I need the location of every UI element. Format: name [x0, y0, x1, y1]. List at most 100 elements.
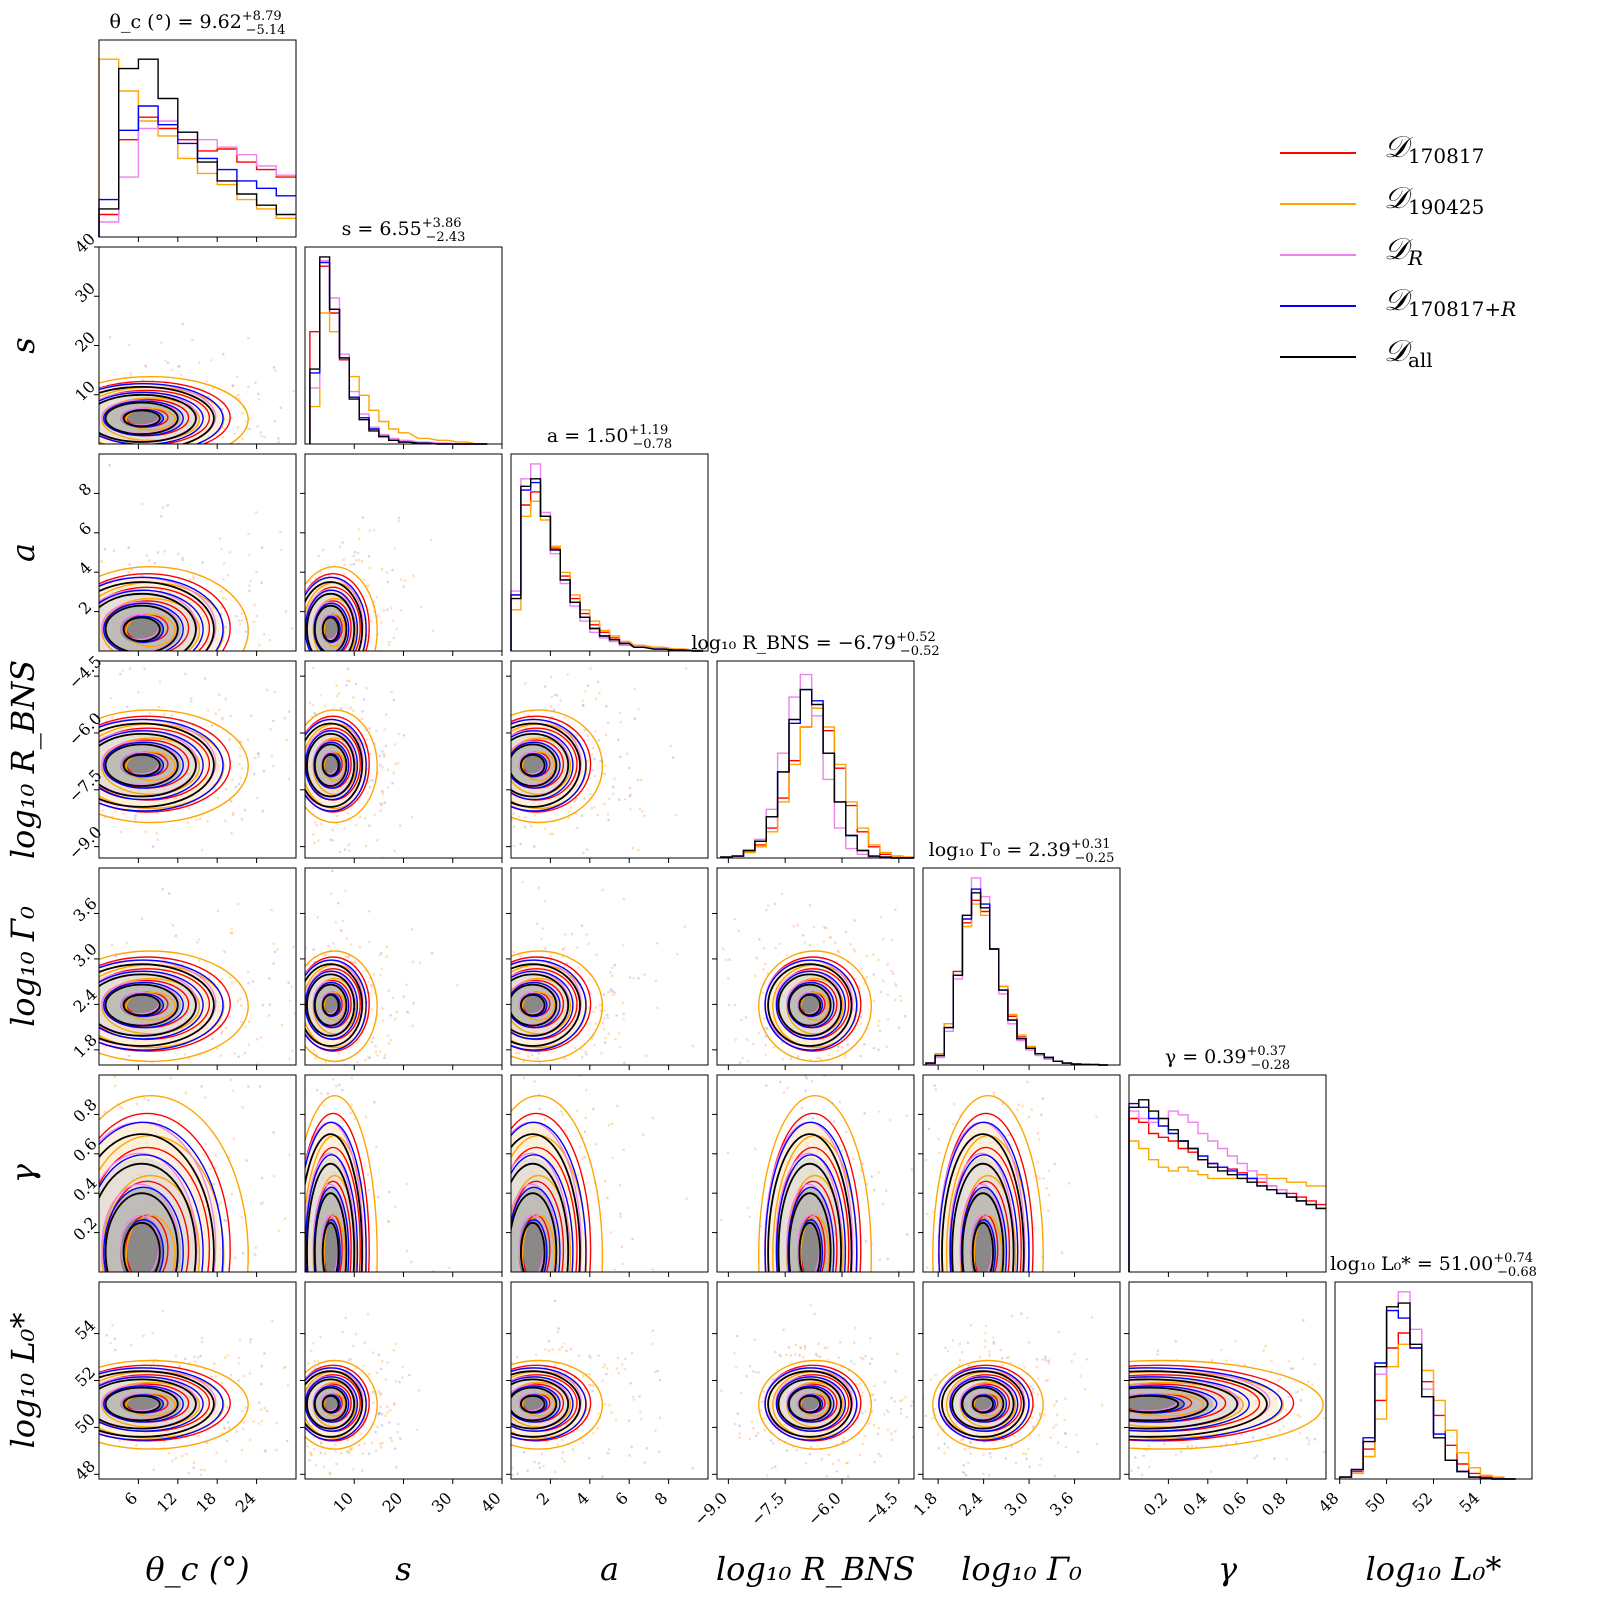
hist-gamma-D_170817	[1128, 1117, 1326, 1272]
y-tick-label-log10_L0-1: 50	[71, 1410, 99, 1438]
panel-frame	[98, 1074, 297, 1273]
x-tick-label-log10_Gamma_0-3: 3.6	[1046, 1488, 1077, 1519]
legend-label-d170817: 𝒟170817	[1384, 130, 1485, 168]
y-tick-label-gamma-1: 0.4	[69, 1174, 100, 1205]
y-tick-label-log10_Gamma_0-0: 1.8	[69, 1030, 100, 1061]
x-axis-label-s: s	[395, 1550, 411, 1588]
hist-log10_L0-D_R	[1339, 1291, 1516, 1480]
x-tick-label-gamma-2: 0.6	[1219, 1488, 1250, 1519]
x-tick-label-theta_c-3: 24	[232, 1488, 260, 1516]
x-tick-label-s-2: 30	[428, 1488, 456, 1516]
hist-s-D_170817	[309, 265, 488, 445]
x-tick-label-s-1: 20	[378, 1488, 406, 1516]
legend-item-d190425: 𝒟190425	[1280, 179, 1580, 230]
hist-s-D_R	[309, 259, 488, 445]
panel-log10_L0-hist	[1334, 1281, 1533, 1484]
title-s: s = 6.55+3.86 −2.43	[342, 216, 466, 245]
legend: 𝒟170817 𝒟190425 𝒟R 𝒟170817+R 𝒟all	[1280, 128, 1580, 383]
x-axis-label-log10_Gamma_0: log₁₀ Γ₀	[961, 1550, 1082, 1588]
x-tick-label-theta_c-2: 18	[192, 1488, 220, 1516]
y-axis-label-gamma: γ	[4, 1163, 42, 1183]
legend-label-d190425: 𝒟190425	[1384, 181, 1485, 219]
y-tick-label-log10_Gamma_0-2: 3.0	[69, 939, 100, 970]
panel-a-vs-log10_L0	[506, 1281, 709, 1484]
panel-theta_c-hist	[98, 39, 297, 242]
title-theta_c: θ_c (°) = 9.62+8.79 −5.14	[110, 9, 286, 38]
panel-frame	[510, 867, 709, 1066]
hist-s-D_170817+R	[309, 261, 488, 445]
x-axis-label-log10_L0: log₁₀ L₀*	[1366, 1550, 1502, 1588]
hist-log10_L0-D_all	[1339, 1302, 1516, 1480]
panel-log10_Gamma_0-vs-log10_L0	[918, 1281, 1121, 1484]
legend-label-dall: 𝒟all	[1384, 334, 1433, 372]
legend-line-d190425	[1280, 203, 1356, 205]
legend-line-dr	[1280, 254, 1356, 256]
hist-log10_L0-D_170817+R	[1339, 1309, 1516, 1480]
hist-s-D_190425	[309, 312, 488, 445]
y-tick-label-log10_Gamma_0-1: 2.4	[69, 985, 100, 1016]
x-tick-label-a-1: 4	[572, 1488, 593, 1509]
y-tick-label-s-3: 40	[71, 229, 99, 257]
hist-log10_R_BNS-D_all	[720, 688, 914, 859]
panel-frame	[98, 867, 297, 1066]
panel-a-hist	[510, 453, 709, 656]
y-tick-label-log10_L0-3: 54	[71, 1316, 99, 1344]
legend-item-d170817: 𝒟170817	[1280, 128, 1580, 179]
y-tick-label-s-2: 30	[71, 278, 99, 306]
title-gamma: γ = 0.39+0.37 −0.28	[1165, 1044, 1290, 1073]
panel-theta_c-vs-log10_Gamma_0	[94, 867, 297, 1070]
panel-gamma-vs-log10_L0	[1124, 1281, 1327, 1484]
panel-frame	[922, 867, 1121, 1066]
legend-label-dr: 𝒟R	[1384, 232, 1424, 270]
title-log10_R_BNS: log₁₀ R_BNS = −6.79+0.52 −0.52	[691, 630, 939, 659]
panel-theta_c-vs-s	[94, 246, 297, 449]
legend-label-d170817r: 𝒟170817+R	[1384, 283, 1517, 321]
x-tick-label-s-0: 10	[329, 1488, 357, 1516]
x-tick-label-a-0: 2	[533, 1488, 554, 1509]
legend-item-dall: 𝒟all	[1280, 332, 1580, 383]
y-tick-label-s-0: 10	[71, 377, 99, 405]
panel-frame	[716, 660, 915, 859]
y-axis-label-log10_R_BNS: log₁₀ R_BNS	[4, 660, 42, 859]
y-axis-label-s: s	[4, 337, 42, 353]
x-tick-label-log10_R_BNS-2: −6.0	[804, 1488, 845, 1529]
panel-log10_R_BNS-vs-log10_L0	[712, 1281, 915, 1484]
panel-frame	[922, 1074, 1121, 1273]
legend-item-d170817r: 𝒟170817+R	[1280, 281, 1580, 332]
x-axis-label-theta_c: θ_c (°)	[145, 1550, 249, 1588]
hist-gamma-D_all	[1128, 1099, 1326, 1272]
x-tick-label-log10_Gamma_0-0: 1.8	[910, 1488, 941, 1519]
panel-a-vs-log10_Gamma_0	[506, 867, 709, 1070]
y-axis-label-a: a	[4, 543, 42, 562]
panel-log10_Gamma_0-vs-gamma	[918, 1074, 1121, 1277]
x-axis-label-a: a	[600, 1550, 619, 1588]
panel-frame	[304, 246, 503, 445]
x-tick-label-a-2: 6	[611, 1488, 632, 1509]
legend-line-d170817r	[1280, 305, 1356, 307]
panel-theta_c-vs-log10_R_BNS	[94, 660, 297, 863]
panel-frame	[716, 867, 915, 1066]
panel-theta_c-vs-gamma	[94, 1074, 297, 1277]
hist-log10_R_BNS-D_R	[720, 673, 914, 859]
y-tick-label-a-2: 6	[75, 519, 96, 540]
hist-log10_L0-D_190425	[1339, 1343, 1516, 1480]
x-tick-label-log10_L0-2: 52	[1408, 1488, 1436, 1516]
x-tick-label-log10_R_BNS-3: −4.5	[861, 1488, 902, 1529]
y-tick-label-a-0: 2	[75, 597, 96, 618]
hist-log10_R_BNS-D_170817	[720, 707, 914, 858]
y-tick-label-gamma-0: 0.2	[69, 1213, 100, 1244]
legend-line-d170817	[1280, 152, 1356, 154]
x-tick-label-log10_Gamma_0-1: 2.4	[955, 1488, 986, 1519]
y-tick-label-gamma-3: 0.8	[69, 1095, 100, 1126]
hist-log10_R_BNS-D_190425	[720, 707, 914, 858]
y-tick-label-a-1: 4	[75, 558, 96, 579]
legend-line-dall	[1280, 356, 1356, 358]
x-tick-label-gamma-0: 0.2	[1140, 1488, 1171, 1519]
x-tick-label-log10_Gamma_0-2: 3.0	[1000, 1488, 1031, 1519]
x-tick-label-a-3: 8	[651, 1488, 672, 1509]
x-tick-label-log10_R_BNS-0: −9.0	[690, 1488, 731, 1529]
y-axis-label-log10_Gamma_0: log₁₀ Γ₀	[4, 906, 42, 1027]
hist-s-D_all	[309, 256, 488, 445]
panel-frame	[1128, 1074, 1327, 1273]
